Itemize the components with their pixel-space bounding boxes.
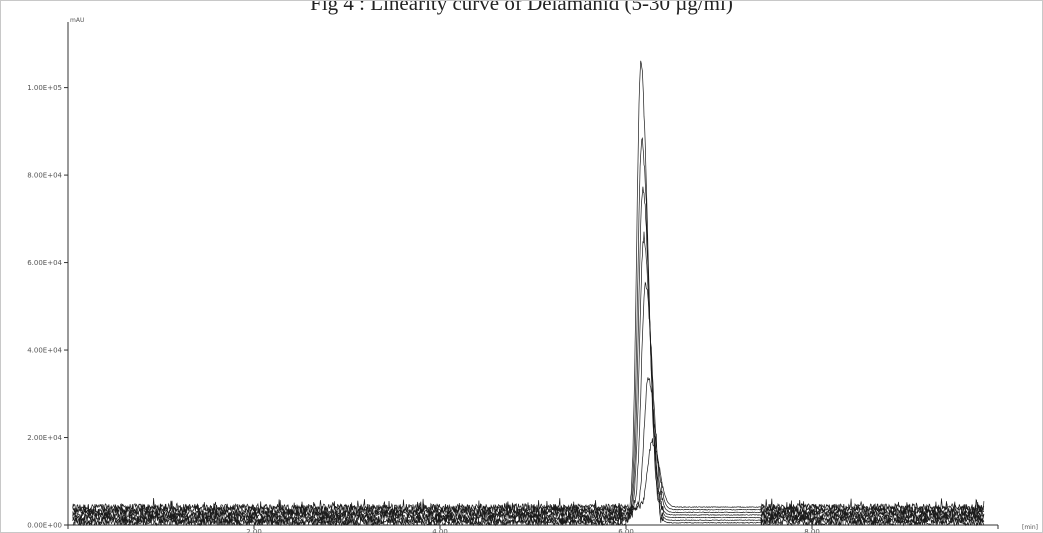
y-tick-label: 8.00E+04 [27, 172, 62, 180]
y-tick-label: 0.00E+00 [27, 522, 62, 530]
y-tick-label: 2.00E+04 [27, 434, 62, 442]
x-tick-label: 2.00 [246, 528, 262, 533]
x-tick-label: 4.00 [432, 528, 448, 533]
series-line [72, 231, 985, 524]
series-line [72, 60, 985, 527]
x-tick-label: 6.00 [618, 528, 634, 533]
series-group [72, 60, 985, 527]
axes [67, 22, 998, 526]
series-line [72, 281, 984, 522]
y-tick-label: 1.00E+05 [27, 84, 62, 92]
series-line [72, 438, 985, 516]
y-ticks: 0.00E+00 2.00E+04 4.00E+04 6.00E+04 8.00E+04… [27, 84, 68, 530]
x-unit-label: [min] [1022, 524, 1038, 531]
x-ticks: 2.00 4.00 6.00 8.00 [67, 525, 999, 533]
series-line [72, 136, 985, 527]
x-tick-label: 8.00 [804, 528, 820, 533]
y-tick-label: 4.00E+04 [27, 347, 62, 355]
y-tick-label: 6.00E+04 [27, 259, 62, 267]
series-line [72, 186, 985, 526]
series-line [72, 377, 985, 519]
figure-caption: Fig 4 : Linearity curve of Delamanid (5-… [310, 0, 733, 15]
y-unit-label: mAU [70, 17, 84, 24]
